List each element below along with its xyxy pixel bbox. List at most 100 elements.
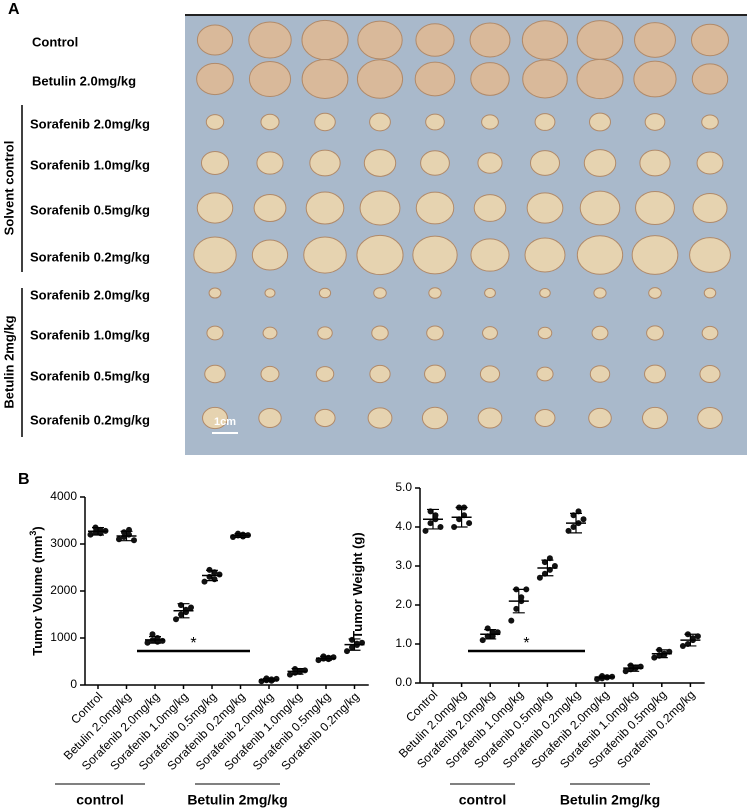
row-label: Control: [32, 34, 78, 49]
tumor: [697, 407, 723, 429]
error-bar: [655, 649, 668, 659]
tumor: [646, 325, 664, 341]
error-bar: [291, 667, 304, 675]
annotation: *: [523, 635, 529, 652]
data-point: [479, 637, 486, 644]
tumor: [260, 113, 280, 131]
tumor: [367, 407, 393, 429]
tumor: [357, 20, 403, 60]
tumor: [415, 191, 455, 225]
data-point: [287, 671, 293, 678]
tumor: [690, 23, 730, 57]
tumor: [428, 287, 442, 299]
tumor: [317, 326, 333, 340]
tumor: [415, 23, 455, 57]
data-point: [580, 516, 587, 523]
tumor: [204, 364, 226, 384]
tumor: [536, 366, 554, 382]
error-bar: [541, 559, 554, 577]
row-label: Sorafenib 0.2mg/kg: [30, 249, 150, 264]
tumor: [206, 325, 224, 341]
tumor: [196, 192, 234, 224]
tumor: [644, 364, 666, 384]
y-tick-label: 0.0: [395, 675, 412, 689]
tumor: [424, 364, 446, 384]
row-label: Sorafenib 2.0mg/kg: [30, 116, 150, 131]
tumor: [356, 234, 404, 276]
data-point: [570, 524, 577, 530]
scale-label: 1cm: [214, 416, 236, 428]
tumor: [641, 406, 669, 430]
tumor: [699, 364, 721, 384]
tumor: [470, 238, 510, 272]
y-tick-label: 4.0: [395, 519, 412, 533]
data-point: [523, 586, 530, 593]
tumor: [631, 235, 679, 275]
group-label: control: [459, 792, 506, 808]
tumor: [303, 236, 347, 274]
data-point: [651, 654, 658, 661]
error-bar: [206, 569, 218, 582]
tumor: [591, 325, 609, 341]
tumor: [470, 62, 510, 96]
y-tick-label: 1000: [50, 630, 77, 644]
tumor: [248, 21, 292, 59]
group-label: control: [76, 792, 123, 808]
y-label-part: Tumor Weight (g): [350, 532, 365, 638]
tumor: [589, 365, 611, 383]
tumor: [479, 365, 501, 383]
tumor: [482, 326, 498, 340]
data-point: [178, 611, 184, 618]
tumor: [251, 239, 289, 271]
data-point: [622, 668, 629, 675]
data-point: [466, 520, 473, 527]
tumor: [356, 59, 404, 99]
row-label: Sorafenib 1.0mg/kg: [30, 157, 150, 172]
tumor: [635, 190, 675, 226]
y-tick-label: 3.0: [395, 558, 412, 572]
tumor: [473, 194, 507, 222]
tumor: [689, 237, 731, 273]
error-bar: [684, 633, 697, 647]
error-bar: [263, 677, 275, 682]
tumor: [484, 287, 496, 299]
tumor: [363, 149, 397, 177]
tumor: [526, 192, 564, 224]
data-point: [432, 512, 439, 519]
tumor: [701, 325, 719, 341]
tumor: [477, 152, 503, 174]
data-point: [149, 631, 156, 638]
tumor: [264, 288, 276, 298]
tumor: [522, 59, 568, 99]
y-label-part: Tumor Volume (mm: [30, 536, 45, 656]
tumor: [371, 325, 389, 341]
data-point: [330, 654, 337, 661]
row-label: Sorafenib 0.5mg/kg: [30, 202, 150, 217]
tumor: [301, 19, 349, 61]
tumor: [644, 113, 666, 131]
tumor: [421, 406, 449, 430]
error-bar: [92, 526, 104, 536]
panel-label: A: [8, 1, 20, 18]
y-tick-label: 0: [70, 677, 77, 691]
tumor: [703, 287, 717, 299]
tumor: [633, 60, 677, 98]
tumor: [318, 287, 332, 299]
y-tick-label: 3000: [50, 536, 77, 550]
data-point: [344, 648, 350, 655]
data-point: [679, 642, 686, 649]
error-bar: [320, 655, 332, 661]
y-tick-label: 5.0: [395, 480, 412, 494]
tumor: [696, 151, 724, 175]
row-label: Sorafenib 0.2mg/kg: [30, 412, 150, 427]
error-bar: [177, 603, 190, 619]
data-point: [144, 639, 151, 646]
bracket-label: Solvent control: [1, 141, 16, 236]
y-label-part: ): [30, 526, 45, 530]
error-bar: [570, 512, 582, 534]
tumor: [701, 114, 719, 130]
y-tick-label: 2.0: [395, 597, 412, 611]
tumor: [248, 60, 292, 98]
tumor: [529, 150, 561, 176]
